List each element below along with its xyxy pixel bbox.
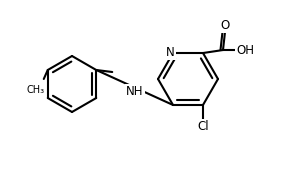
Text: Cl: Cl [197,121,209,133]
Text: O: O [221,18,230,32]
Text: CH₃: CH₃ [27,85,45,95]
Text: OH: OH [236,43,254,56]
Text: NH: NH [126,85,143,98]
Text: N: N [166,46,174,58]
